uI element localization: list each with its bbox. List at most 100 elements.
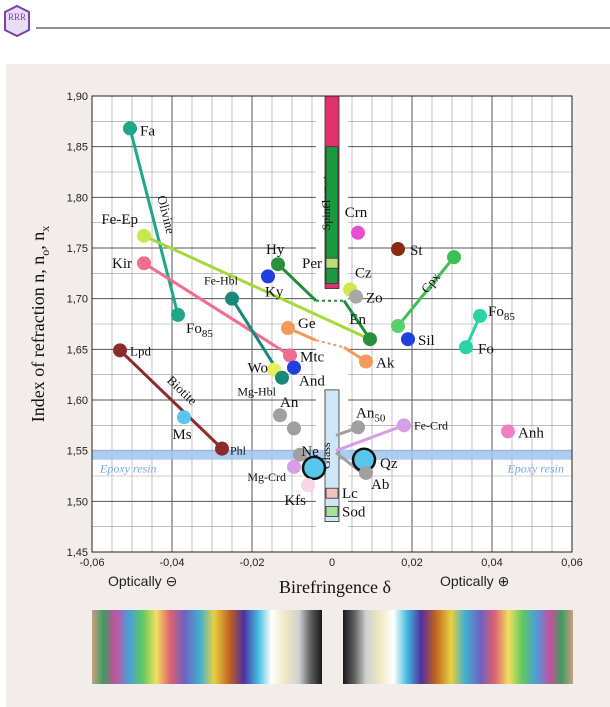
point-crn: [351, 225, 365, 240]
point-fo: [473, 308, 487, 323]
point-and: [287, 360, 301, 375]
point-phl: [215, 441, 229, 456]
point-ab: [359, 465, 373, 480]
point-ky: [261, 269, 275, 284]
point-label: Ab: [371, 477, 389, 493]
point-label: Mg-Crd: [247, 470, 286, 484]
isotropic-point-label: Sod: [342, 504, 366, 520]
point-ak: [359, 354, 373, 369]
point-label: Crn: [345, 205, 368, 221]
point-label: Fe-Ep: [101, 212, 138, 228]
point-label: Phl: [230, 444, 247, 458]
point-label: St: [410, 243, 423, 259]
y-tick-label: 1,90: [67, 91, 88, 103]
series-line: [118, 349, 224, 450]
x-axis-label: Birefringence δ: [279, 577, 391, 597]
axis-ticks: -0,06 -0,04 -0,02 0 0,02 0,04 0,06 1,45 1,50 1,55…: [67, 91, 583, 569]
isotropic-point-label: Lc: [342, 486, 358, 502]
point-label: Fo: [478, 341, 494, 357]
series-line: [335, 423, 405, 453]
point-label: Fe-Crd: [414, 418, 448, 432]
point-label: Ak: [376, 355, 395, 371]
point-label: Fa: [140, 123, 155, 139]
point-label: Kfs: [284, 493, 306, 509]
isotropic-point-label: Per: [302, 256, 322, 272]
interference-colors-positive: [343, 610, 573, 684]
point-label: Hy: [266, 242, 285, 258]
data-points: FaFo85Fe-EpKirFe-HblHyKyGeMtcWoAndMg-Hbl…: [101, 121, 544, 509]
isotropic-bar-spinel: [325, 146, 339, 284]
x-tick-label: 0: [329, 557, 335, 569]
logo-text: RRR: [8, 12, 26, 22]
y-tick-label: 1,70: [67, 294, 88, 306]
point-label: Mg-Hbl: [237, 385, 276, 399]
point-ne: [301, 455, 327, 481]
point-st: [391, 242, 405, 257]
series-line: [276, 263, 318, 302]
isotropic-point-lc: [325, 487, 339, 499]
y-tick-label: 1,75: [67, 243, 88, 255]
point-an: [351, 420, 365, 435]
point-kfs: [301, 478, 315, 493]
x-tick-label: 0,02: [401, 557, 422, 569]
plot-frame: [91, 95, 573, 553]
point-label: An: [280, 395, 299, 411]
epoxy-resin-label: Epoxy resin: [506, 462, 564, 476]
point-anh: [501, 424, 515, 439]
point-label: Ms: [172, 427, 191, 443]
series-line: [143, 261, 291, 357]
x-tick-label: 0,04: [481, 557, 502, 569]
point-fe-crd: [397, 418, 411, 433]
optically-negative-label: Optically ⊖: [108, 573, 177, 589]
point-label: Ge: [298, 316, 316, 332]
x-tick-label: -0,06: [79, 557, 104, 569]
isotropic-bars: GarnetSpinelGlassPerLcSod: [302, 95, 366, 523]
point-hy: [271, 257, 285, 272]
point-kir: [137, 256, 151, 271]
series-line: [342, 299, 372, 341]
point-mg-crd: [287, 459, 301, 474]
point-label: Anh: [518, 425, 544, 441]
x-tick-label: -0,02: [239, 557, 264, 569]
isotropic-bar-label: Spinel: [319, 199, 333, 230]
series-line-dashed: [315, 339, 345, 349]
point-mg-hbl: [275, 370, 289, 385]
point-en: [363, 332, 377, 347]
y-tick-label: 1,80: [67, 192, 88, 204]
epoxy-resin-label: Epoxy resin: [99, 462, 157, 476]
y-tick-label: 1,65: [67, 344, 88, 356]
point-zo: [349, 289, 363, 304]
isotropic-point-per: [325, 257, 339, 269]
point-label: Mtc: [300, 349, 325, 365]
y-axis-label: Index of refraction n, no, nx: [28, 226, 52, 422]
x-tick-label: 0,06: [561, 557, 582, 569]
y-tick-label: 1,50: [67, 496, 88, 508]
point-label: Zo: [366, 291, 383, 307]
isotropic-point-sod: [325, 506, 339, 517]
x-tick-label: -0,04: [159, 557, 184, 569]
interference-colors-negative: [92, 610, 322, 684]
point-mtc: [283, 348, 297, 363]
series-line: [128, 128, 180, 316]
y-tick-label: 1,85: [67, 142, 88, 154]
point-label: Kir: [112, 256, 132, 272]
point-ms: [177, 410, 191, 425]
point-label: And: [299, 374, 325, 390]
point-label: Ne: [301, 444, 319, 460]
point-unlabeled: [293, 447, 307, 462]
point-label: Qz: [380, 456, 398, 472]
point-label: Ky: [265, 284, 284, 300]
point-unlabeled: [287, 421, 301, 436]
point-label: Wo: [248, 361, 268, 377]
point-label: Sil: [418, 333, 435, 349]
point-an: [273, 408, 287, 423]
y-tick-label: 1,55: [67, 446, 88, 458]
point-label: Fe-Hbl: [204, 274, 239, 288]
point-label: Cz: [355, 266, 372, 282]
point-ge: [281, 321, 295, 336]
point-unlabeled: [391, 319, 405, 334]
point-label: Lpd: [130, 343, 151, 358]
point-label: En: [349, 312, 366, 328]
point-fo: [459, 340, 473, 355]
